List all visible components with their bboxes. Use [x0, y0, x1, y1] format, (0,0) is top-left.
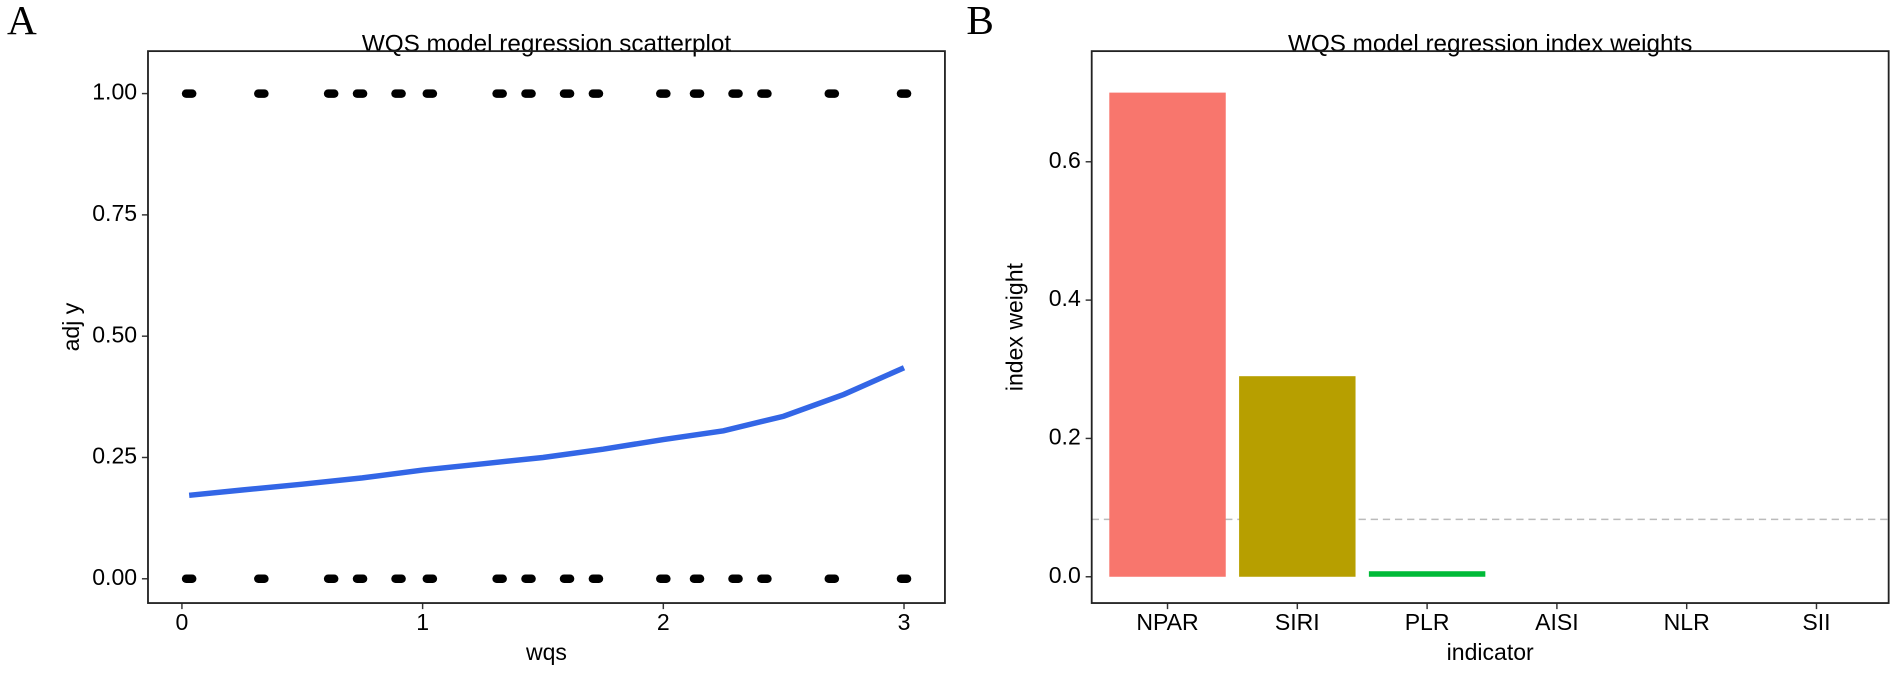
point — [689, 574, 705, 584]
bar — [1239, 376, 1356, 577]
y-tick-label: 0.4 — [1049, 285, 1081, 311]
point — [181, 574, 197, 584]
bar — [1109, 92, 1226, 577]
point — [728, 89, 743, 98]
point — [757, 574, 772, 584]
y-axis-label: adj y — [58, 302, 84, 351]
x-tick-label: 3 — [898, 609, 911, 635]
point — [352, 89, 368, 98]
panel-label: B — [966, 0, 994, 43]
point — [656, 574, 671, 584]
panel-border — [147, 50, 946, 604]
y-tick-label: 0.25 — [92, 443, 137, 469]
point — [559, 89, 575, 98]
panel-border — [1090, 50, 1890, 604]
x-tick-label: PLR — [1405, 609, 1450, 635]
point — [254, 574, 269, 584]
x-tick-label: NLR — [1664, 609, 1710, 635]
y-tick-label: 0.75 — [92, 200, 137, 226]
point — [391, 574, 406, 584]
point — [757, 89, 772, 98]
point — [728, 574, 743, 584]
x-tick-label: AISI — [1535, 609, 1579, 635]
fit-line — [188, 365, 906, 499]
point — [422, 574, 438, 584]
panel-label: A — [7, 0, 37, 43]
bar — [1368, 571, 1486, 577]
x-tick-label: 0 — [176, 609, 189, 635]
y-tick-label: 1.00 — [92, 79, 137, 105]
point — [559, 574, 575, 584]
y-tick-label: 0.00 — [92, 564, 137, 590]
point — [588, 89, 604, 98]
point — [521, 574, 536, 584]
point — [492, 574, 507, 584]
y-tick-label: 0.6 — [1049, 147, 1081, 173]
x-tick-label: NPAR — [1136, 609, 1198, 635]
point — [254, 89, 269, 98]
point — [521, 89, 536, 98]
x-axis-label: indicator — [1447, 639, 1534, 665]
point — [422, 89, 438, 98]
x-tick-label: SII — [1802, 609, 1830, 635]
point — [181, 89, 197, 98]
chart-title: WQS model regression scatterplot — [362, 30, 732, 57]
y-tick-label: 0.2 — [1049, 424, 1081, 450]
chart-title: WQS model regression index weights — [1288, 30, 1692, 57]
point — [391, 89, 406, 98]
x-tick-label: 1 — [416, 609, 429, 635]
point — [492, 89, 507, 98]
x-tick-label: SIRI — [1275, 609, 1320, 635]
point — [323, 89, 339, 98]
point — [896, 89, 912, 98]
point — [824, 574, 840, 584]
y-tick-label: 0.50 — [92, 321, 137, 347]
x-tick-label: 2 — [657, 609, 670, 635]
point — [588, 574, 604, 584]
x-axis-label: wqs — [525, 639, 567, 665]
point — [656, 89, 671, 98]
point — [824, 89, 840, 98]
point — [896, 574, 912, 584]
y-tick-label: 0.0 — [1049, 562, 1081, 588]
point — [689, 89, 705, 98]
point — [323, 574, 339, 584]
point — [352, 574, 368, 584]
y-axis-label: index weight — [1002, 262, 1028, 391]
